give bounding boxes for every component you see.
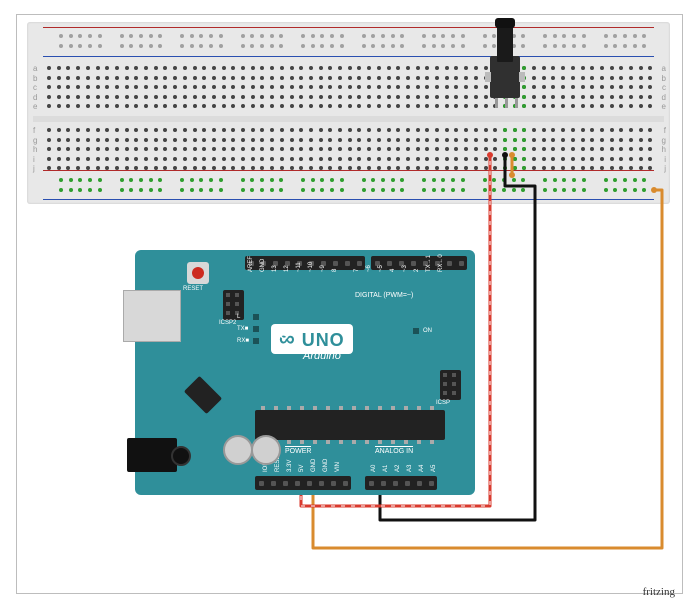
- icsp-label: ICSP2: [219, 320, 236, 326]
- power-pin-label: 3.3V: [287, 460, 293, 472]
- power-label: POWER: [285, 446, 311, 455]
- arduino-model-label: Arduino: [303, 350, 341, 362]
- status-led-label: RX■: [237, 338, 249, 344]
- breadboard: aabbccddeeffgghhiijj: [27, 22, 670, 204]
- analog-pin-label: A2: [395, 465, 401, 472]
- analog-pin-label: A1: [383, 465, 389, 472]
- analog-pin-label: A3: [407, 465, 413, 472]
- analog-in-label: ANALOG IN: [375, 446, 413, 455]
- arduino-uno: RESET AREF GND 13 12 ~11 ~10 ~9 8 7 ~6 ~5 4 ~3 2 TX→1 RX…: [135, 250, 475, 495]
- digital-pin-label: ~11: [296, 262, 302, 272]
- power-pin-label: GND: [311, 459, 317, 472]
- digital-pin-label: 7: [354, 269, 360, 272]
- power-pin-label: GND: [323, 459, 329, 472]
- digital-pin-label: TX→1: [426, 255, 432, 272]
- status-led-label: TX■: [237, 326, 248, 332]
- analog-pin-label: A0: [371, 465, 377, 472]
- digital-pin-label: RX←0: [438, 254, 444, 272]
- digital-pin-label: 12: [284, 265, 290, 272]
- digital-pin-label: GND: [260, 259, 266, 272]
- status-led-label: L: [237, 314, 240, 320]
- fritzing-canvas: aabbccddeeffgghhiijj RESET AREF GND 13 12 ~11…: [0, 0, 697, 600]
- digital-pin-label: ~3: [402, 265, 408, 272]
- digital-pin-label: ~9: [320, 265, 326, 272]
- digital-pin-label: 8: [332, 269, 338, 272]
- digital-label: DIGITAL (PWM=~): [355, 292, 413, 299]
- icsp-label: ICSP: [436, 400, 450, 406]
- power-pin-label: VIN: [335, 462, 341, 472]
- fritzing-watermark: fritzing: [643, 586, 675, 598]
- digital-pin-label: 13: [272, 265, 278, 272]
- digital-pin-label: ~10: [308, 262, 314, 272]
- reset-button: [187, 262, 209, 284]
- digital-pin-label: ~6: [366, 265, 372, 272]
- digital-pin-label: ~5: [378, 265, 384, 272]
- digital-pin-label: 4: [390, 269, 396, 272]
- analog-pin-label: A4: [419, 465, 425, 472]
- analog-pin-label: A5: [431, 465, 437, 472]
- digital-pin-label: AREF: [248, 256, 254, 272]
- on-label: ON: [423, 328, 432, 334]
- power-pin-label: 5V: [299, 465, 305, 472]
- digital-pin-label: 2: [414, 269, 420, 272]
- reset-label: RESET: [183, 286, 203, 292]
